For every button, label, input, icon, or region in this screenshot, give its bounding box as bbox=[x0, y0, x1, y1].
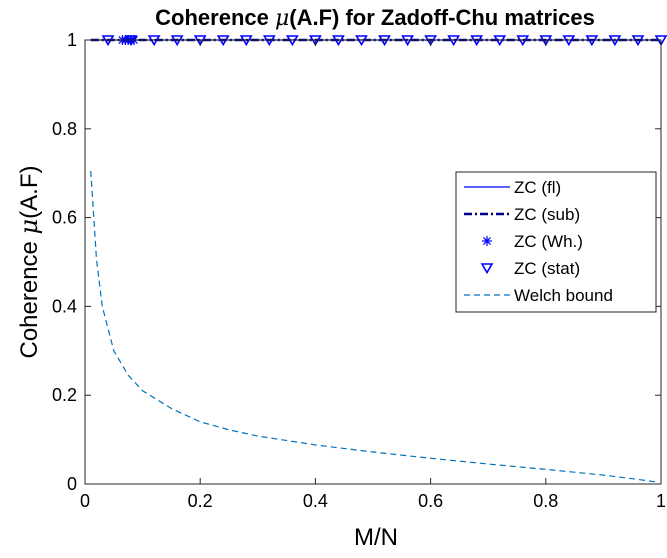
legend-label: ZC (fl) bbox=[514, 178, 561, 197]
x-tick-label: 0.6 bbox=[418, 491, 443, 511]
legend-entry-0: ZC (fl) bbox=[464, 178, 561, 197]
axes-box bbox=[84, 39, 662, 485]
y-tick-label: 0 bbox=[67, 474, 77, 494]
legend-box bbox=[455, 171, 657, 313]
legend-entry-4: Welch bound bbox=[464, 286, 613, 305]
chart-title: Coherence μ(A.F) for Zadoff-Chu matrices bbox=[155, 5, 595, 31]
x-tick-label: 1 bbox=[656, 491, 666, 511]
legend-swatch bbox=[482, 236, 492, 246]
y-axis-label: Coherence μ(A.F) bbox=[15, 165, 43, 358]
x-tick-label: 0.8 bbox=[533, 491, 558, 511]
legend-entry-2: ZC (Wh.) bbox=[482, 232, 583, 251]
x-tick-label: 0.2 bbox=[188, 491, 213, 511]
y-tick-label: 0.4 bbox=[52, 296, 77, 316]
x-tick-label: 0 bbox=[80, 491, 90, 511]
legend-label: Welch bound bbox=[514, 286, 613, 305]
legend: ZC (fl) ZC (sub) ZC (Wh.) ZC (stat) Welch bo… bbox=[455, 171, 657, 313]
legend-label: ZC (stat) bbox=[514, 259, 580, 278]
legend-entry-3: ZC (stat) bbox=[480, 259, 580, 278]
legend-label: ZC (sub) bbox=[514, 205, 580, 224]
x-axis-label: M/N bbox=[354, 524, 398, 551]
legend-label: ZC (Wh.) bbox=[514, 232, 583, 251]
y-tick-label: 0.2 bbox=[52, 385, 77, 405]
y-tick-label: 0.8 bbox=[52, 119, 77, 139]
legend-swatch bbox=[480, 263, 494, 275]
legend-entry-1: ZC (sub) bbox=[464, 205, 580, 224]
y-tick-label: 1 bbox=[67, 30, 77, 50]
axes: 0 0.2 0.4 0.6 0.8 1 0 0.2 0.4 0.6 0.8 1 bbox=[52, 30, 666, 511]
series-line-4 bbox=[90, 170, 656, 483]
x-tick-label: 0.4 bbox=[303, 491, 328, 511]
y-tick-label: 0.6 bbox=[52, 208, 77, 228]
